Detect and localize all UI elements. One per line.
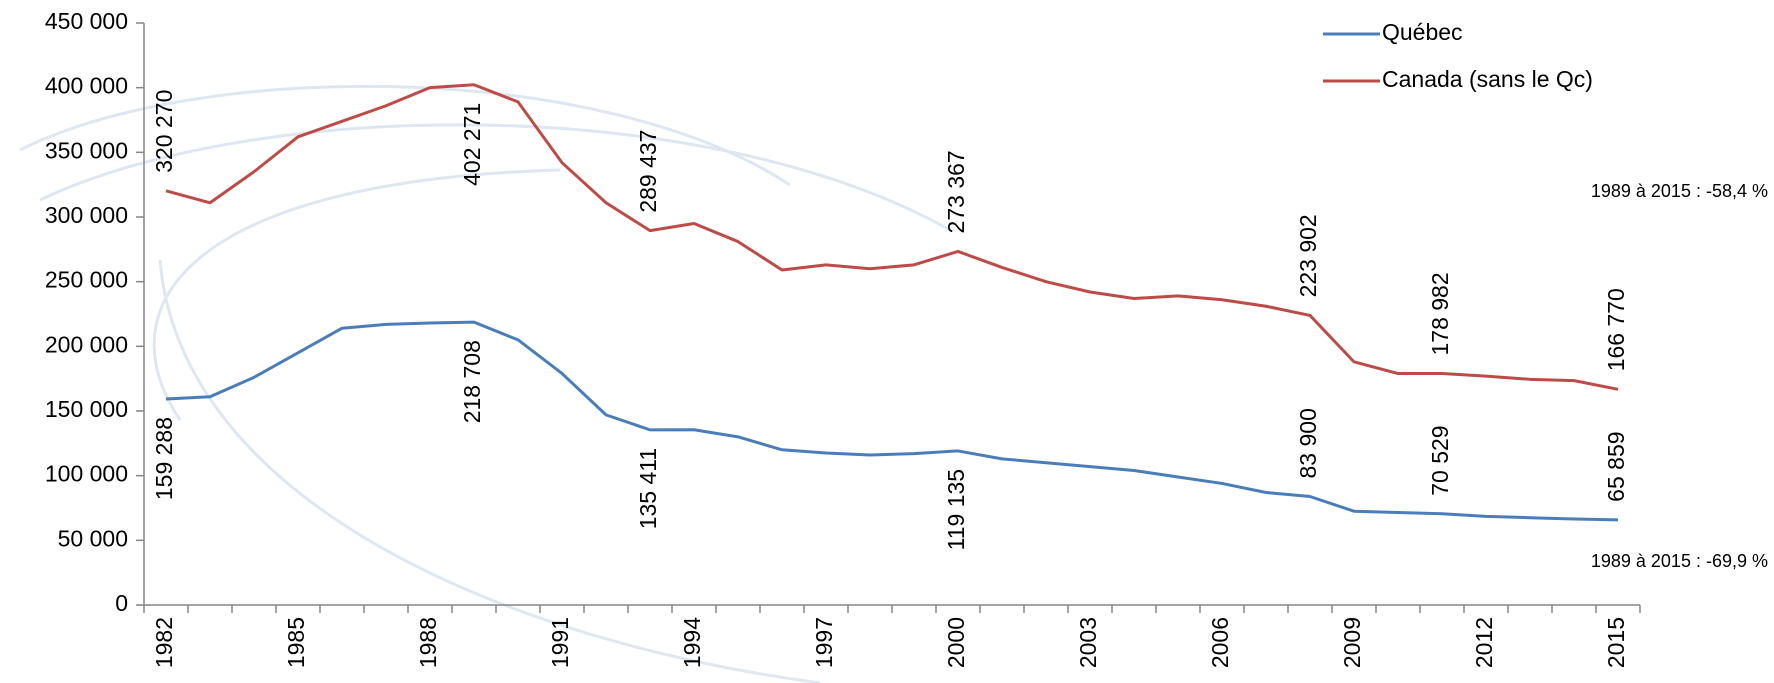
x-tick-label: 2003	[1075, 617, 1101, 668]
chart: 1989 à 2015 : -58,4 % 1989 à 2015 : -69,…	[0, 0, 1774, 683]
y-tick-label: 50 000	[58, 525, 128, 551]
x-tick-label: 1994	[679, 617, 705, 668]
legend-label: Québec	[1382, 19, 1463, 45]
x-tick-label: 2009	[1339, 617, 1365, 668]
data-label: 218 708	[459, 340, 485, 423]
annotation: 1989 à 2015 : -58,4 %	[1591, 181, 1768, 201]
series-line	[166, 85, 1618, 390]
x-tick-label: 2012	[1471, 617, 1497, 668]
data-label: 223 902	[1295, 214, 1321, 297]
data-label: 402 271	[459, 103, 485, 186]
y-tick-label: 150 000	[45, 396, 128, 422]
data-label: 83 900	[1295, 408, 1321, 478]
x-tick-label: 1982	[151, 617, 177, 668]
data-label: 273 367	[943, 150, 969, 233]
series-line	[166, 322, 1618, 520]
x-tick-label: 1985	[283, 617, 309, 668]
y-tick-label: 100 000	[45, 461, 128, 487]
data-label: 320 270	[151, 90, 177, 173]
y-tick-label: 300 000	[45, 202, 128, 228]
x-tick-label: 2000	[943, 617, 969, 668]
annotation: 1989 à 2015 : -69,9 %	[1591, 551, 1768, 571]
data-label: 70 529	[1427, 425, 1453, 495]
y-tick-label: 400 000	[45, 73, 128, 99]
data-label: 166 770	[1603, 288, 1629, 371]
y-tick-label: 200 000	[45, 331, 128, 357]
x-tick-label: 1991	[547, 617, 573, 668]
y-tick-label: 450 000	[45, 8, 128, 34]
x-tick-label: 2015	[1603, 617, 1629, 668]
data-label: 289 437	[635, 130, 661, 213]
data-label: 65 859	[1603, 431, 1629, 501]
y-tick-label: 350 000	[45, 137, 128, 163]
x-tick-label: 1988	[415, 617, 441, 668]
data-label: 135 411	[635, 448, 661, 529]
data-label: 159 288	[151, 417, 177, 500]
legend-label: Canada (sans le Qc)	[1382, 66, 1593, 92]
y-tick-label: 250 000	[45, 267, 128, 293]
y-tick-label: 0	[115, 590, 128, 616]
x-tick-label: 2006	[1207, 617, 1233, 668]
x-tick-label: 1997	[811, 617, 837, 668]
data-label: 178 982	[1427, 272, 1453, 355]
data-label: 119 135	[943, 469, 969, 550]
